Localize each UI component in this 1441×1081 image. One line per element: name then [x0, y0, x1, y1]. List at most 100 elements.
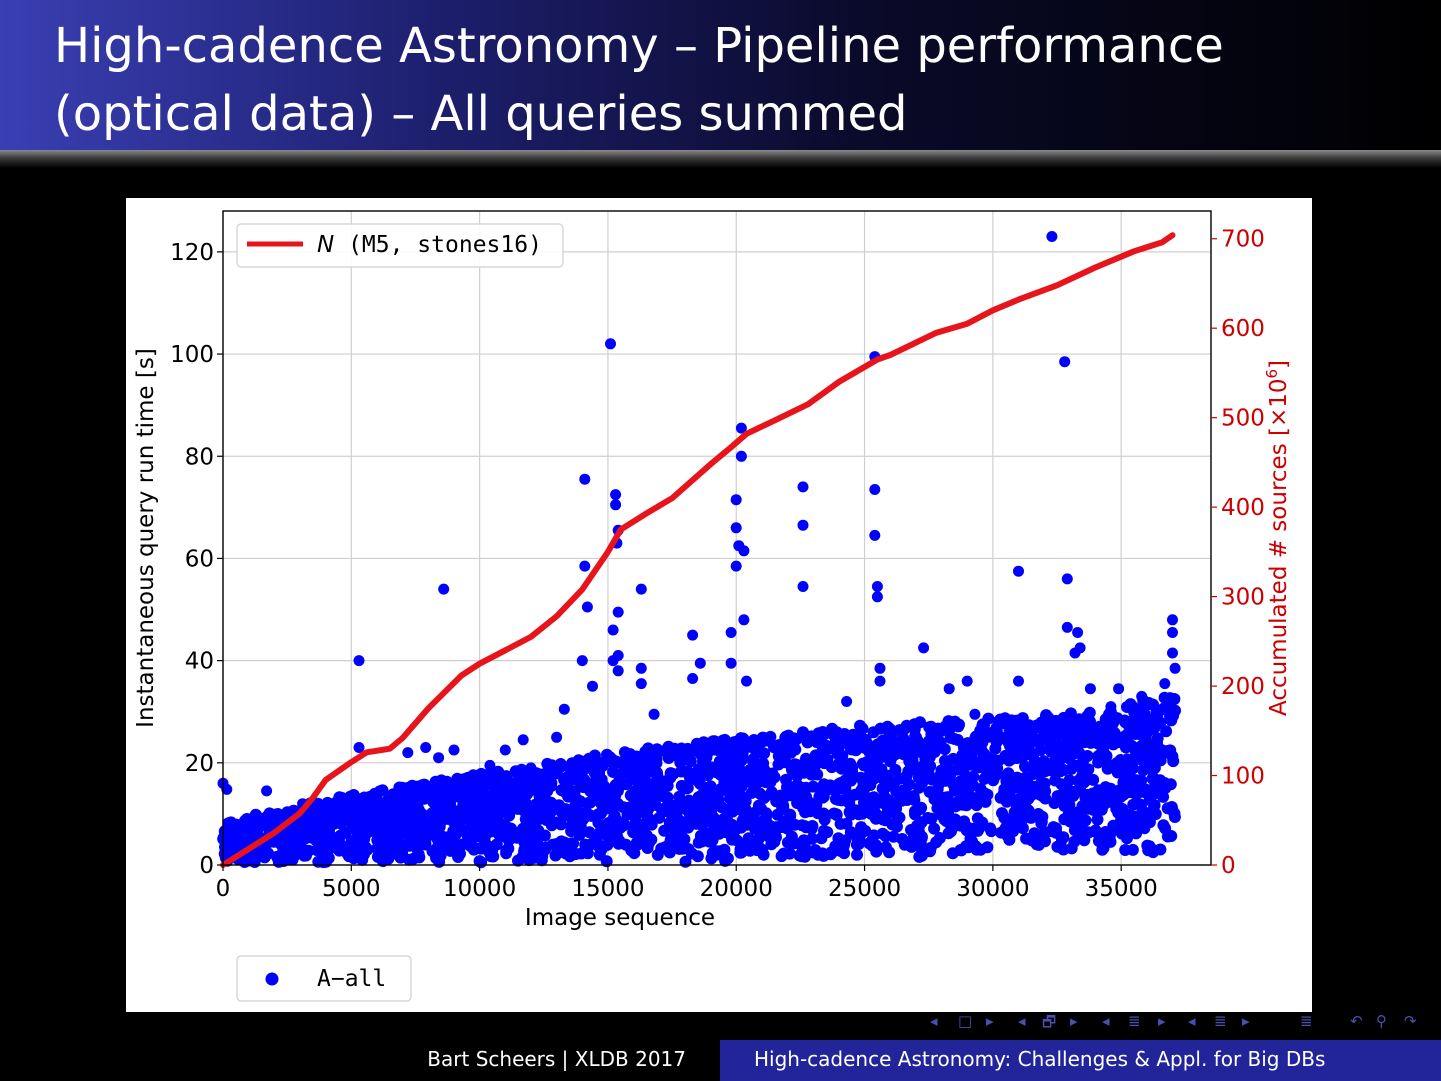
scatter-point [1165, 830, 1178, 842]
nav-next-doc-icon[interactable]: ▸ [1242, 1012, 1250, 1030]
y2-tick-label: 100 [1221, 764, 1265, 790]
scatter-point [680, 782, 693, 795]
scatter-point [900, 719, 913, 732]
scatter-point [851, 848, 863, 861]
scatter-point [1051, 794, 1063, 807]
y2-tick-label: 200 [1221, 674, 1265, 700]
scatter-point [877, 750, 890, 763]
scatter-point [376, 855, 389, 868]
scatter-point [1019, 738, 1031, 751]
scatter-point [317, 802, 329, 815]
scatter-point [705, 852, 718, 865]
nav-next-section-icon[interactable]: ▸ [1158, 1012, 1166, 1030]
scatter-point [1164, 778, 1177, 791]
scatter-point-outlier [730, 494, 742, 506]
scatter-point [428, 811, 441, 823]
scatter-point [1062, 808, 1075, 821]
scatter-point [663, 846, 676, 859]
scatter-point [971, 812, 984, 825]
scatter-point [514, 799, 526, 812]
scatter-point-outlier [610, 499, 622, 511]
legend-line-label-italic: N [317, 232, 334, 258]
nav-forward-icon[interactable]: ↷ [1404, 1012, 1417, 1030]
scatter-point [466, 832, 479, 845]
scatter-point [876, 827, 889, 840]
scatter-point [1143, 697, 1155, 709]
scatter-point [1081, 732, 1094, 745]
scatter-point [362, 803, 374, 816]
nav-next-subsection-icon[interactable]: ▸ [1070, 1012, 1078, 1030]
scatter-point [521, 774, 534, 787]
scatter-point [391, 816, 403, 829]
scatter-point-outlier [738, 545, 750, 557]
scatter-point [1022, 785, 1035, 798]
scatter-point [1141, 737, 1153, 750]
scatter-point [1149, 746, 1162, 759]
scatter-point [1010, 803, 1023, 816]
nav-back-icon[interactable]: ↶ [1350, 1012, 1363, 1030]
nav-search-icon[interactable]: ⚲ [1376, 1012, 1387, 1030]
scatter-point [695, 835, 708, 848]
nav-section-icon[interactable]: ≣ [1128, 1012, 1141, 1030]
nav-prev-section-icon[interactable]: ◂ [1102, 1012, 1110, 1030]
scatter-point [430, 793, 443, 806]
scatter-point [715, 801, 728, 814]
scatter-point [838, 847, 851, 860]
scatter-point [1052, 748, 1065, 761]
scatter-point [678, 797, 691, 810]
scatter-point [1073, 746, 1085, 759]
scatter-point [948, 732, 961, 745]
scatter-point-outlier [581, 601, 593, 613]
scatter-point-outlier [1159, 678, 1171, 690]
scatter-point [861, 774, 874, 787]
scatter-point [452, 851, 465, 863]
nav-prev-frame-icon[interactable]: ◂ [930, 1012, 938, 1030]
scatter-point [1167, 755, 1180, 768]
scatter-point [396, 788, 409, 801]
scatter-point [956, 749, 969, 762]
scatter-point [400, 802, 413, 815]
scatter-point [928, 745, 941, 758]
scatter-point [966, 835, 979, 848]
scatter-point [223, 841, 236, 854]
y-tick-label: 100 [170, 342, 214, 368]
scatter-point [965, 822, 977, 835]
scatter-point [916, 768, 929, 781]
nav-frame-icon[interactable]: □ [958, 1012, 973, 1030]
scatter-point [913, 781, 925, 794]
scatter-point [1157, 702, 1170, 715]
nav-align-icon[interactable]: ≣ [1300, 1012, 1313, 1030]
y-axis-label: Instantaneous query run time [s] [133, 348, 159, 728]
scatter-point [386, 835, 399, 848]
scatter-point [849, 804, 862, 817]
scatter-point [779, 731, 792, 744]
scatter-point [466, 813, 478, 826]
scatter-point [412, 848, 425, 861]
scatter-point [787, 742, 800, 755]
scatter-point-outlier [735, 450, 747, 462]
nav-prev-subsection-icon[interactable]: ◂ [1018, 1012, 1026, 1030]
scatter-point [1087, 803, 1100, 816]
scatter-point [758, 763, 771, 776]
scatter-point-outlier [1105, 701, 1117, 713]
nav-next-frame-icon[interactable]: ▸ [986, 1012, 994, 1030]
scatter-point [938, 813, 951, 826]
scatter-point [1050, 826, 1063, 839]
nav-doc-icon[interactable]: ≣ [1214, 1012, 1227, 1030]
scatter-point-outlier [576, 655, 588, 667]
scatter-point [1148, 721, 1161, 734]
nav-subsection-icon[interactable]: 🗗 [1042, 1013, 1057, 1031]
x-axis-label: Image sequence [525, 905, 715, 931]
scatter-point [984, 822, 997, 835]
nav-prev-doc-icon[interactable]: ◂ [1188, 1012, 1196, 1030]
scatter-point [617, 818, 630, 830]
scatter-point [300, 849, 312, 862]
scatter-point [643, 836, 656, 849]
scatter-point [788, 758, 801, 771]
scatter-point [798, 787, 811, 800]
scatter-point [1168, 693, 1181, 705]
scatter-point [702, 769, 714, 782]
y-tick-label: 120 [170, 240, 214, 266]
scatter-point [1037, 755, 1050, 768]
scatter-point-outlier [261, 785, 273, 797]
